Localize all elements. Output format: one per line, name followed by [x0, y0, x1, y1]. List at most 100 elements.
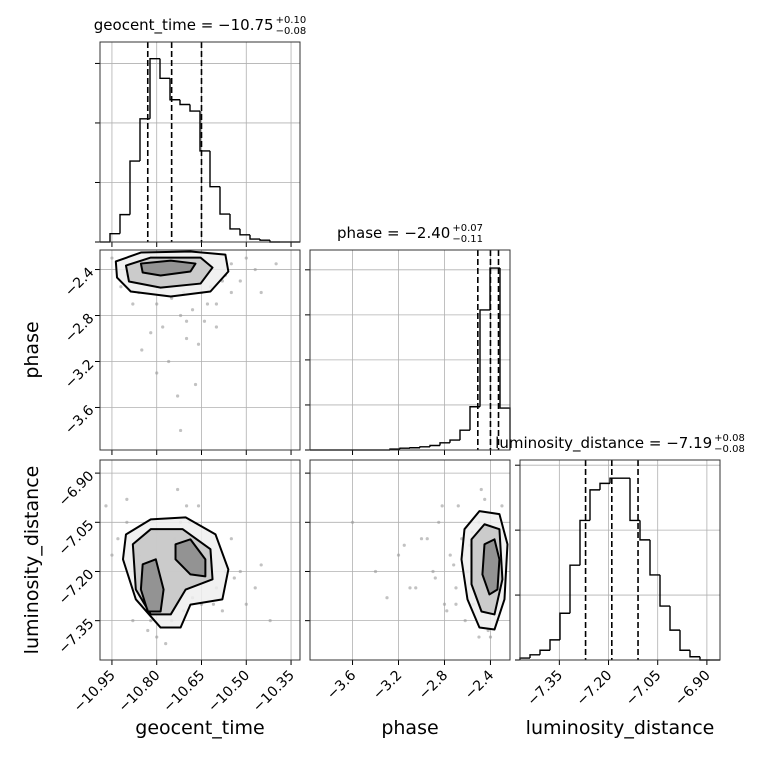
sample-point [131, 302, 135, 306]
sample-point [414, 586, 418, 590]
y-tick-label: −3.2 [62, 357, 97, 392]
sample-point [176, 394, 180, 398]
sample-point [477, 635, 481, 639]
histogram-step [599, 482, 610, 490]
sample-point [214, 302, 219, 306]
histogram-step [109, 232, 120, 242]
sample-point [253, 267, 257, 272]
title-lower: −0.08 [714, 444, 745, 455]
sample-point [184, 336, 189, 341]
sample-point [178, 428, 183, 433]
x-axis-label: phase [381, 717, 438, 739]
histogram-step [229, 214, 240, 230]
sample-point [259, 563, 263, 567]
histogram-step [119, 213, 130, 234]
sample-point [463, 619, 467, 623]
sample-point [452, 563, 456, 567]
y-axis-label: luminosity_distance [21, 466, 43, 655]
sample-point [448, 553, 452, 557]
histogram-step [589, 489, 600, 521]
histogram-step [549, 639, 560, 651]
histogram-step [529, 654, 540, 659]
sample-point [161, 325, 165, 329]
histogram-step [479, 309, 490, 407]
x-tick-label: −6.90 [672, 668, 714, 710]
panel-title: phase = −2.40 [337, 224, 450, 242]
sample-point [454, 602, 458, 606]
sample-point [350, 520, 355, 524]
panel-frame [99, 459, 301, 661]
histogram-step [689, 650, 700, 658]
histogram-step [139, 118, 150, 162]
histogram-step [249, 234, 260, 240]
histogram-step [179, 99, 190, 106]
histogram-step [649, 539, 660, 576]
sample-point [167, 359, 171, 364]
title-upper: +0.10 [276, 15, 307, 26]
histogram-step [399, 447, 410, 450]
sample-point [149, 331, 153, 335]
sample-point [140, 348, 144, 352]
sample-point [425, 537, 429, 541]
sample-point [116, 537, 120, 541]
sample-point [193, 382, 198, 387]
sample-point [229, 537, 233, 541]
histogram-step [189, 104, 200, 112]
sample-point [253, 586, 257, 590]
title-lower: −0.08 [276, 26, 307, 37]
histogram-step [169, 78, 180, 101]
histogram-step [469, 406, 480, 431]
sample-point [214, 325, 219, 329]
x-tick-label: −10.95 [71, 668, 119, 716]
sample-point [131, 619, 135, 623]
title-lower: −0.11 [452, 234, 483, 245]
histogram-step [159, 58, 170, 80]
histogram-step [449, 439, 460, 443]
sample-point [205, 302, 210, 306]
sample-point [164, 642, 168, 646]
sample-point [110, 256, 114, 260]
sample-point [433, 576, 437, 580]
x-tick-label: −2.8 [416, 668, 451, 703]
sample-point [184, 319, 189, 323]
sample-point [454, 586, 458, 590]
sample-point [488, 635, 493, 639]
x-tick-label: −7.35 [525, 668, 567, 710]
sample-point [104, 504, 108, 508]
sample-point [268, 619, 272, 623]
y-tick-label: −3.6 [62, 402, 97, 437]
histogram-step [239, 228, 250, 236]
sample-point [373, 569, 378, 574]
sample-point [437, 520, 441, 524]
histogram-step [129, 160, 140, 215]
sample-point [184, 504, 189, 508]
panel-frame [99, 41, 301, 243]
histogram-step [579, 519, 590, 566]
sample-point [119, 285, 123, 289]
histogram-step [669, 606, 680, 631]
histogram-step [679, 630, 690, 651]
contour [174, 538, 207, 578]
x-tick-label: −2.4 [462, 667, 497, 702]
histogram-step [439, 442, 450, 446]
sample-point [232, 576, 236, 580]
sample-point [155, 371, 159, 375]
histogram-step [199, 111, 210, 152]
y-tick-label: −7.35 [56, 616, 98, 658]
title-upper: +0.08 [714, 433, 745, 444]
sample-point [456, 504, 460, 508]
sample-point [229, 290, 233, 295]
sample-point [125, 520, 129, 524]
x-axis-label: geocent_time [135, 717, 264, 739]
sample-point [431, 569, 435, 574]
sample-point [155, 302, 159, 306]
sample-point [202, 319, 207, 323]
sample-point [178, 313, 183, 318]
sample-point [196, 504, 201, 508]
x-tick-label: −10.50 [205, 668, 253, 716]
sample-point [402, 543, 406, 547]
y-tick-label: −7.05 [56, 517, 98, 559]
sample-point [479, 487, 483, 492]
